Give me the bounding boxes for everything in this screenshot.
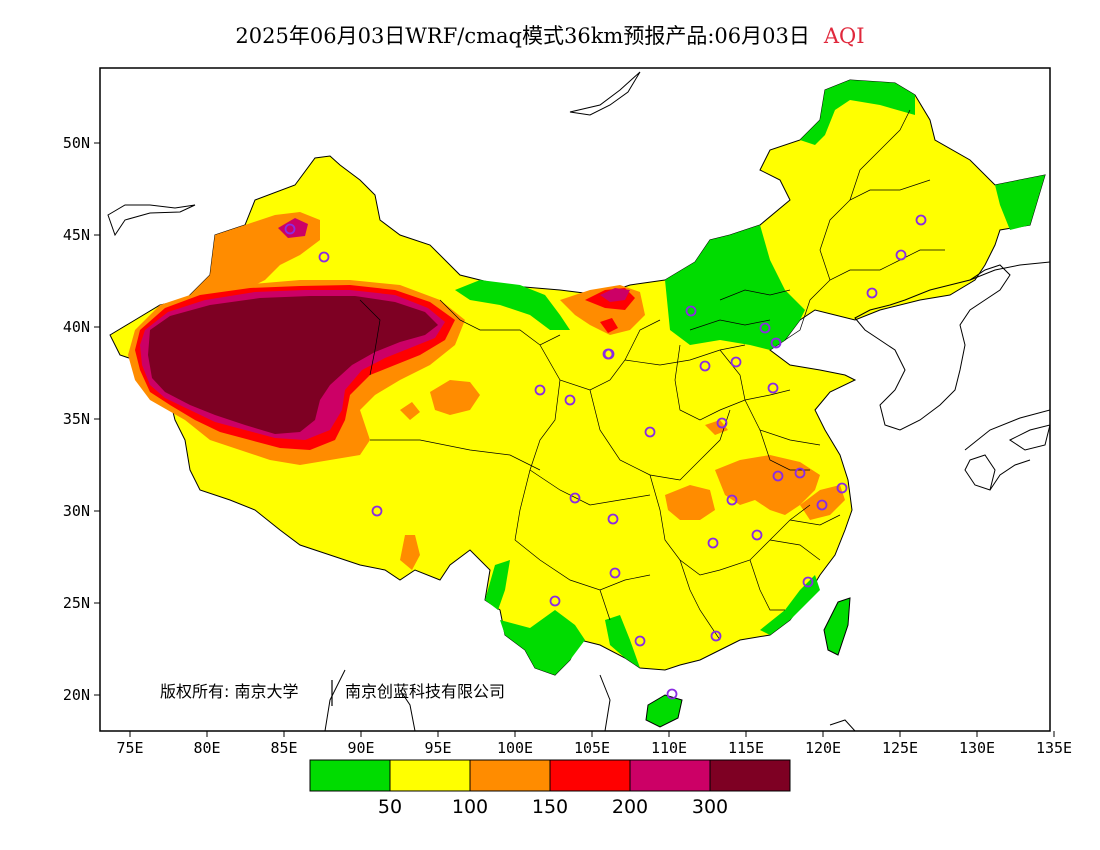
colorbar-swatch — [389, 759, 471, 792]
station-marker — [666, 688, 678, 700]
colorbar-swatch — [469, 759, 551, 792]
station-marker — [607, 513, 619, 525]
station-marker — [895, 249, 907, 261]
colorbar: 50 100 150 200 300 — [309, 759, 791, 818]
station-marker — [549, 595, 561, 607]
sensitive-qinghai — [430, 380, 480, 415]
title-main: 2025年06月03日WRF/cmaq模式36km预报产品:06月03日 — [235, 24, 810, 48]
good-guangxi-south — [605, 615, 640, 668]
copyright-right: 南京创蓝科技有限公司 — [345, 682, 505, 701]
station-marker — [318, 251, 330, 263]
map-frame — [99, 67, 1051, 732]
sensitive-tibet-small — [400, 402, 420, 420]
colorbar-swatch — [309, 759, 391, 792]
station-marker — [772, 470, 784, 482]
colorbar-swatch — [549, 759, 631, 792]
station-marker — [730, 356, 742, 368]
station-marker — [770, 337, 782, 349]
y-tick-label: 45N — [63, 226, 90, 244]
x-tick-label: 125E — [882, 739, 918, 757]
sensitive-henan — [705, 420, 728, 435]
station-marker — [836, 482, 848, 494]
station-marker — [634, 635, 646, 647]
x-tick-label: 95E — [424, 739, 451, 757]
good-hainan — [645, 694, 683, 728]
colorbar-swatch — [629, 759, 711, 792]
good-northeast — [800, 80, 915, 145]
colorbar-label: 300 — [692, 796, 728, 818]
x-tick-label: 80E — [193, 739, 220, 757]
good-yunnan-west — [485, 560, 510, 610]
station-marker — [564, 394, 576, 406]
x-tick-label: 135E — [1036, 739, 1072, 757]
station-markers — [284, 214, 927, 700]
good-gansu — [455, 280, 570, 330]
title-variable: AQI — [823, 24, 865, 48]
station-marker — [802, 576, 814, 588]
good-yunnan-south — [500, 610, 585, 675]
station-marker — [602, 348, 614, 360]
station-marker — [767, 382, 779, 394]
colorbar-label: 200 — [612, 796, 648, 818]
sensitive-chongqing — [665, 485, 715, 520]
sensitive-tibet-south — [400, 535, 420, 570]
station-marker — [534, 384, 546, 396]
good-heilongjiang-east — [995, 175, 1045, 230]
copyright-left: 版权所有: 南京大学 — [160, 682, 298, 701]
unhealthy-small — [600, 318, 618, 333]
station-marker — [816, 499, 828, 511]
colorbar-swatch — [709, 759, 791, 792]
x-tick-label: 105E — [574, 739, 610, 757]
very-unhealthy-xinjiang-north — [278, 218, 308, 238]
y-tick-label: 25N — [63, 594, 90, 612]
x-tick-label: 130E — [959, 739, 995, 757]
good-north-china — [665, 225, 805, 350]
x-tick-label: 75E — [116, 739, 143, 757]
station-marker — [759, 322, 771, 334]
x-tick-label: 90E — [347, 739, 374, 757]
station-marker — [609, 567, 621, 579]
colorbar-label: 150 — [532, 796, 568, 818]
colorbar-label: 100 — [452, 796, 488, 818]
map-content — [107, 71, 1050, 731]
map-title: 2025年06月03日WRF/cmaq模式36km预报产品:06月03日 AQI — [0, 20, 1100, 50]
hazardous-tarim — [148, 296, 438, 434]
x-tick-label: 100E — [497, 739, 533, 757]
good-guangdong-coast — [760, 575, 820, 635]
x-axis: 75E 80E 85E 90E 95E 100E 105E 110E 115E 120E 125E 1… — [116, 731, 1072, 757]
station-marker — [726, 494, 738, 506]
colorbar-label: 50 — [378, 796, 402, 818]
y-axis: 50N 45N 40N 35N 30N 25N 20N — [63, 134, 100, 704]
y-tick-label: 50N — [63, 134, 90, 152]
station-marker — [710, 630, 722, 642]
station-marker — [284, 223, 296, 235]
station-marker — [569, 492, 581, 504]
station-marker — [644, 426, 656, 438]
x-tick-label: 85E — [270, 739, 297, 757]
y-tick-label: 35N — [63, 410, 90, 428]
y-tick-label: 30N — [63, 502, 90, 520]
station-marker — [751, 529, 763, 541]
station-marker — [699, 360, 711, 372]
y-tick-label: 40N — [63, 318, 90, 336]
station-marker — [915, 214, 927, 226]
very-unhealthy-inner-mongolia — [600, 288, 630, 302]
good-taiwan — [823, 597, 851, 656]
station-marker — [716, 417, 728, 429]
x-tick-label: 110E — [651, 739, 687, 757]
neighbor-coastlines — [107, 71, 1050, 731]
station-marker — [866, 287, 878, 299]
station-marker — [794, 467, 806, 479]
x-tick-label: 115E — [728, 739, 764, 757]
province-boundaries — [359, 109, 945, 641]
station-marker — [707, 537, 719, 549]
y-tick-label: 20N — [63, 686, 90, 704]
station-marker — [685, 305, 697, 317]
x-tick-label: 120E — [805, 739, 841, 757]
station-marker — [371, 505, 383, 517]
sensitive-jiangsu — [800, 485, 845, 520]
